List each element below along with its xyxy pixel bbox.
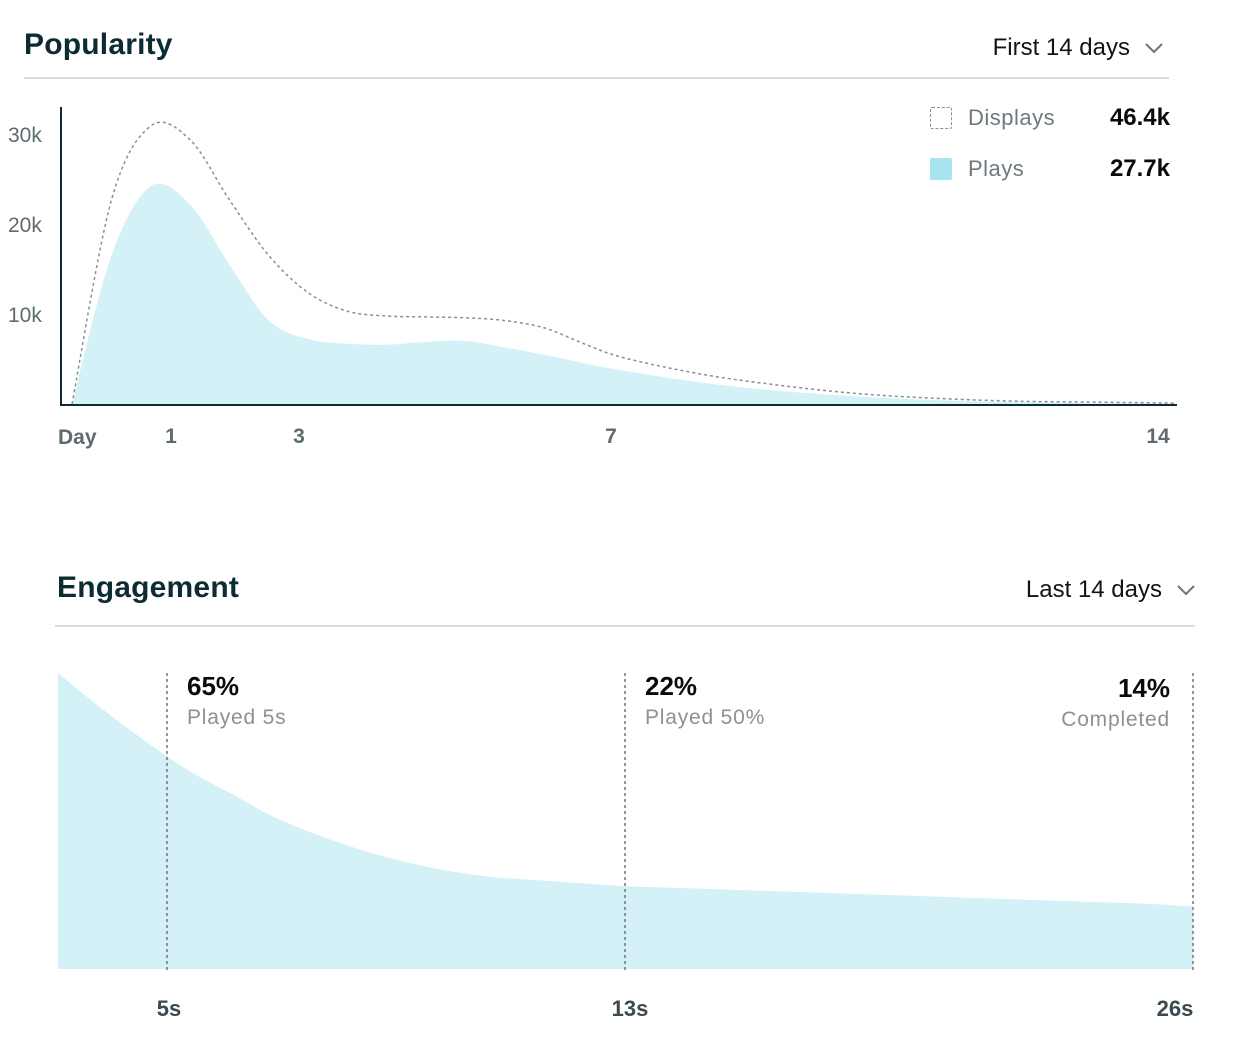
- x-tick-label: 1: [165, 425, 177, 448]
- popularity-divider: [24, 77, 1169, 79]
- marker-played-50: 22% Played 50%: [645, 671, 765, 730]
- marker-completed: 14% Completed: [1061, 673, 1170, 732]
- legend-value: 27.7k: [1109, 155, 1170, 182]
- displays-line: [71, 121, 1176, 405]
- marker-played-5s: 65% Played 5s: [187, 671, 286, 730]
- marker-label: Played 5s: [187, 706, 287, 729]
- popularity-legend: Displays 46.4k Plays 27.7k: [930, 104, 1170, 194]
- legend-item-plays[interactable]: Plays 27.7k: [930, 155, 1170, 185]
- marker-percent: 14%: [1117, 673, 1170, 703]
- engagement-title: Engagement: [57, 571, 240, 604]
- marker-percent: 65%: [187, 671, 240, 701]
- x-tick-label: 3: [293, 425, 305, 448]
- x-tick-label: 26s: [1157, 996, 1194, 1021]
- plays-area: [72, 183, 1175, 404]
- engagement-range-label: Last 14 days: [1025, 576, 1162, 603]
- y-tick-label: 20k: [8, 214, 42, 237]
- x-tick-label: 7: [605, 425, 617, 448]
- dashed-swatch-icon: [930, 107, 952, 129]
- chevron-down-icon: [1145, 43, 1163, 54]
- x-tick-label: 5s: [157, 996, 181, 1021]
- popularity-chart: 30k 20k 10k Day 1 3 7 14: [8, 107, 1177, 449]
- legend-item-displays[interactable]: Displays 46.4k: [930, 104, 1170, 134]
- marker-label: Completed: [1061, 708, 1170, 731]
- x-axis-label: Day: [58, 426, 97, 449]
- popularity-title: Popularity: [24, 28, 173, 61]
- y-tick-label: 10k: [8, 304, 42, 327]
- engagement-range-select[interactable]: Last 14 days: [1026, 576, 1196, 604]
- filled-swatch-icon: [930, 158, 952, 180]
- popularity-range-label: First 14 days: [992, 34, 1130, 61]
- marker-label: Played 50%: [645, 706, 766, 729]
- legend-label: Plays: [968, 156, 1025, 181]
- x-tick-label: 13s: [612, 996, 649, 1021]
- y-tick-label: 30k: [8, 124, 42, 147]
- marker-percent: 22%: [645, 671, 698, 701]
- chevron-down-icon: [1177, 585, 1195, 596]
- engagement-divider: [55, 625, 1195, 627]
- legend-value: 46.4k: [1109, 104, 1170, 131]
- retention-area: [58, 673, 1193, 969]
- legend-label: Displays: [968, 105, 1056, 130]
- popularity-range-select[interactable]: First 14 days: [993, 34, 1164, 62]
- x-tick-label: 14: [1146, 425, 1170, 448]
